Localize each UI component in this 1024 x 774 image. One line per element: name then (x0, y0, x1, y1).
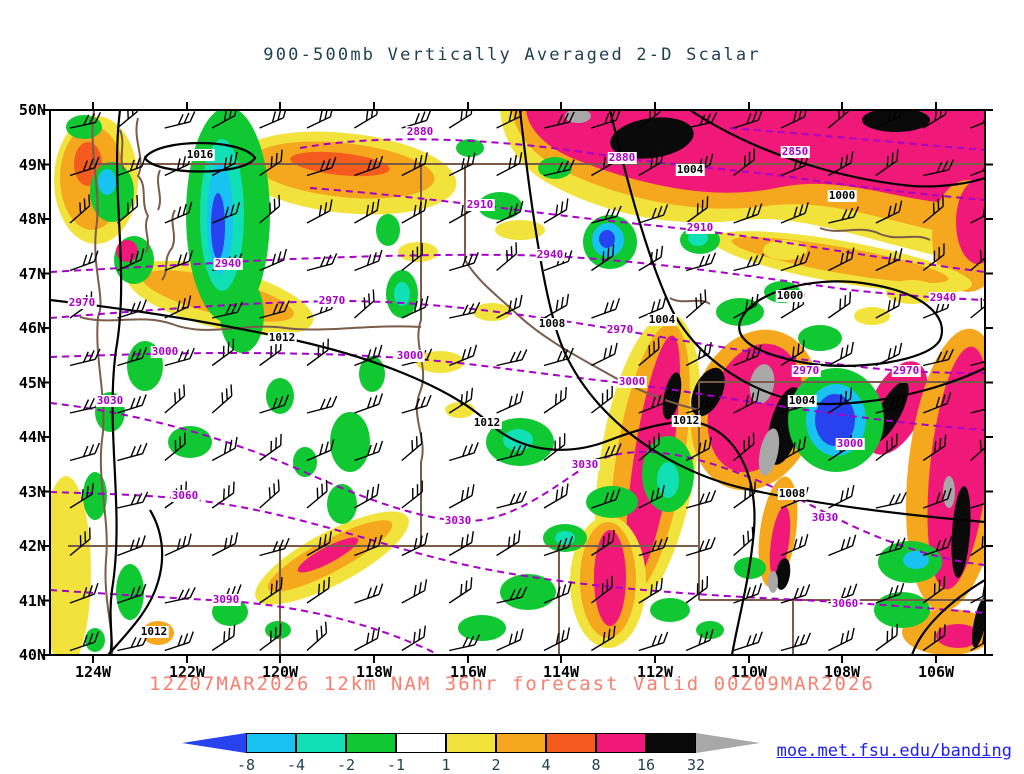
colorbar-segment (446, 733, 496, 753)
frontogenesis-map-canvas (42, 102, 993, 663)
colorbar-tick-label: -1 (386, 756, 406, 774)
title-line: 900-500mb Vertically Averaged 2-D Scalar (263, 45, 761, 65)
lon-tick-label: 110W (730, 663, 768, 681)
colorbar-tick-label: -2 (336, 756, 356, 774)
colorbar-tick-label: 1 (441, 756, 451, 774)
lat-tick-label: 40N (18, 646, 46, 664)
map-border (49, 109, 986, 656)
lat-tick-label: 45N (18, 373, 46, 392)
colorbar-segment (346, 733, 396, 753)
lat-tick-label: 48N (18, 210, 46, 228)
map-area: 1016 1004 1000 1012 1008 1004 1000 1004 1012 1012… (19, 101, 993, 681)
colorbar-left-arrow (182, 733, 246, 753)
lat-tick-label: 50N (18, 101, 46, 119)
mslp-contours-layer (50, 110, 985, 655)
colorbar-segment (646, 733, 696, 753)
colorbar: -8 -4 -2 -1 1 2 4 8 16 32 (182, 733, 760, 774)
lon-tick-label: 124W (74, 663, 112, 681)
lon-tick-label: 114W (542, 663, 580, 681)
colorbar-tick-label: 8 (591, 756, 601, 774)
colorbar-tick-label: 4 (541, 756, 551, 774)
colorbar-segment (296, 733, 346, 753)
lat-tick-label: 41N (18, 591, 46, 610)
lon-tick-label: 122W (168, 663, 206, 681)
forecast-caption: 12Z07MAR2026 12km NAM 36hr forecast Vali… (149, 673, 875, 695)
lat-tick-label: 44N (18, 428, 46, 446)
lat-tick-label: 49N (18, 155, 46, 174)
axis-ticks (42, 102, 993, 663)
lon-tick-label: 112W (636, 663, 674, 681)
lat-tick-label: 42N (18, 537, 46, 555)
colorbar-segment (496, 733, 546, 753)
colorbar-right-arrow (696, 733, 760, 753)
colorbar-segment (596, 733, 646, 753)
colorbar-segment (396, 733, 446, 753)
lon-tick-label: 116W (449, 663, 487, 681)
lon-tick-label: 108W (823, 663, 861, 681)
colorbar-segment (246, 733, 296, 753)
lon-tick-label: 120W (261, 663, 299, 681)
lat-tick-label: 43N (18, 482, 46, 501)
site-link[interactable]: moe.met.fsu.edu/banding (776, 741, 1012, 761)
colorbar-segment (546, 733, 596, 753)
colorbar-tick-label: 16 (636, 756, 656, 774)
colorbar-tick-label: -4 (286, 756, 306, 774)
lon-tick-label: 106W (917, 663, 955, 681)
colorbar-tick-label: 32 (686, 756, 706, 774)
colorbar-tick-label: -8 (236, 756, 256, 774)
colorbar-tick-label: 2 (491, 756, 501, 774)
lon-tick-label: 118W (355, 663, 393, 681)
lat-tick-label: 47N (18, 264, 46, 283)
lat-tick-label: 46N (18, 319, 46, 337)
